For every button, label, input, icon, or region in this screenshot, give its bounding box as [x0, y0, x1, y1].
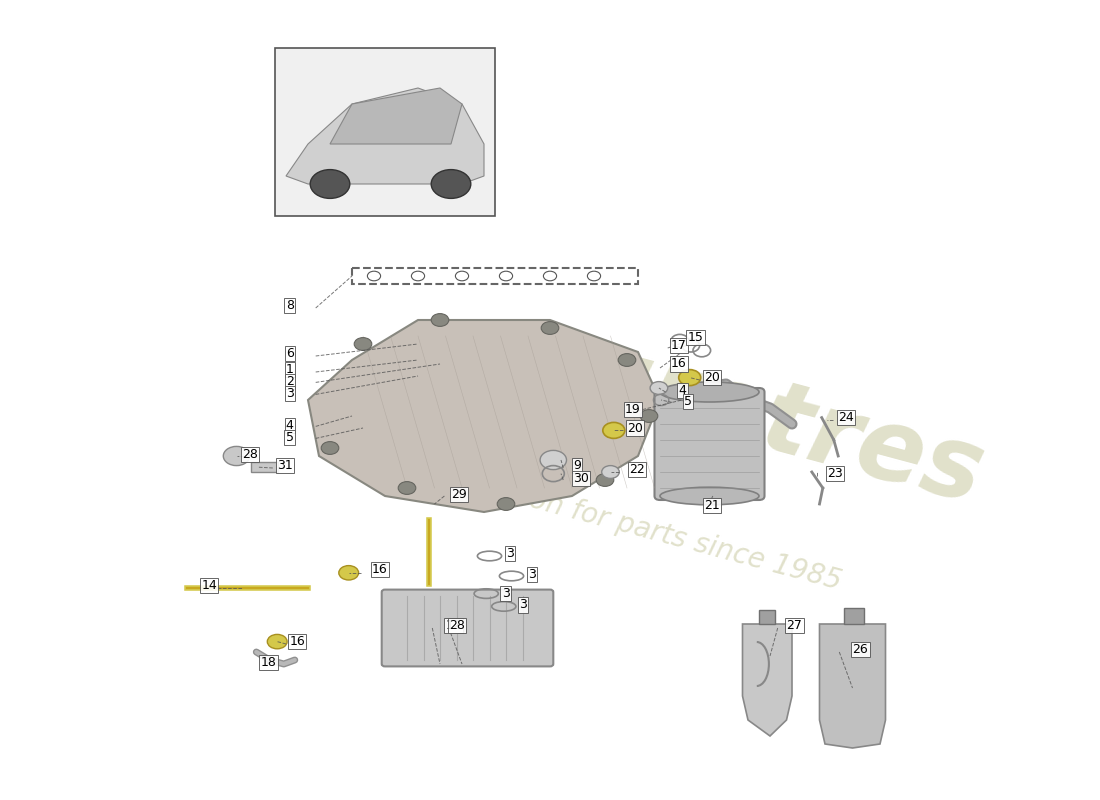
Text: 27: 27 — [786, 619, 802, 632]
FancyBboxPatch shape — [382, 590, 553, 666]
Bar — [251, 462, 278, 472]
Text: 26: 26 — [852, 643, 868, 656]
Text: 20: 20 — [704, 371, 719, 384]
Text: 4: 4 — [679, 384, 686, 397]
Ellipse shape — [660, 487, 759, 505]
Circle shape — [602, 466, 619, 478]
Text: 4: 4 — [286, 419, 294, 432]
Circle shape — [223, 446, 250, 466]
Text: 5: 5 — [684, 395, 692, 408]
Text: 31: 31 — [277, 459, 293, 472]
Polygon shape — [742, 624, 792, 736]
Bar — [759, 610, 775, 624]
Circle shape — [650, 382, 668, 394]
Circle shape — [541, 322, 559, 334]
Text: 3: 3 — [506, 547, 514, 560]
Text: eurotres: eurotres — [503, 307, 993, 525]
Text: 30: 30 — [573, 472, 588, 485]
Text: 21: 21 — [704, 499, 719, 512]
Text: 1: 1 — [286, 363, 294, 376]
Polygon shape — [286, 88, 484, 184]
Circle shape — [596, 474, 614, 486]
Text: 20: 20 — [627, 422, 642, 434]
Text: 29: 29 — [451, 488, 466, 501]
Text: 3: 3 — [528, 568, 536, 581]
Circle shape — [603, 422, 625, 438]
Text: 6: 6 — [286, 347, 294, 360]
Circle shape — [310, 170, 350, 198]
Circle shape — [398, 482, 416, 494]
Polygon shape — [330, 88, 462, 144]
Circle shape — [339, 566, 359, 580]
Text: 24: 24 — [838, 411, 854, 424]
Text: 3: 3 — [286, 387, 294, 400]
Text: 19: 19 — [625, 403, 640, 416]
Text: 28: 28 — [449, 619, 464, 632]
Text: 28: 28 — [242, 448, 257, 461]
Text: 12: 12 — [446, 619, 461, 632]
Text: 5: 5 — [286, 431, 294, 444]
Circle shape — [354, 338, 372, 350]
Text: 17: 17 — [671, 339, 686, 352]
Text: a passion for parts since 1985: a passion for parts since 1985 — [431, 460, 845, 596]
FancyBboxPatch shape — [275, 48, 495, 216]
Circle shape — [431, 314, 449, 326]
Text: 16: 16 — [671, 358, 686, 370]
Circle shape — [321, 442, 339, 454]
Circle shape — [618, 354, 636, 366]
Text: 8: 8 — [286, 299, 294, 312]
Text: 23: 23 — [827, 467, 843, 480]
Circle shape — [431, 170, 471, 198]
Text: 9: 9 — [573, 459, 581, 472]
Text: 16: 16 — [372, 563, 387, 576]
Circle shape — [267, 634, 287, 649]
Ellipse shape — [660, 382, 759, 402]
Text: 16: 16 — [289, 635, 305, 648]
Text: 3: 3 — [502, 587, 509, 600]
Circle shape — [497, 498, 515, 510]
Text: 2: 2 — [286, 375, 294, 388]
Text: 18: 18 — [261, 656, 276, 669]
Polygon shape — [308, 320, 660, 512]
Circle shape — [679, 370, 701, 386]
Text: 3: 3 — [519, 598, 527, 611]
Text: 15: 15 — [688, 331, 703, 344]
Bar — [844, 608, 864, 624]
Circle shape — [540, 450, 566, 470]
FancyBboxPatch shape — [654, 388, 764, 500]
Text: 14: 14 — [201, 579, 217, 592]
Circle shape — [640, 410, 658, 422]
Text: 22: 22 — [629, 463, 645, 476]
Polygon shape — [820, 624, 886, 748]
